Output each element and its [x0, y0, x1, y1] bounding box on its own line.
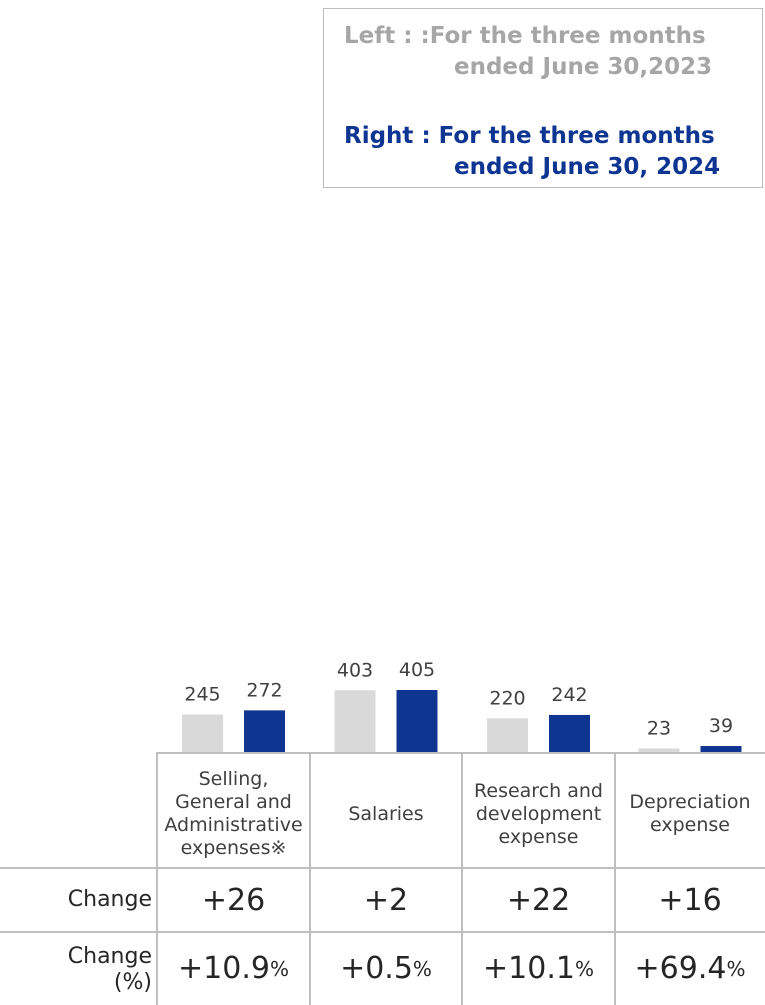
bar-depreciation-2023 — [638, 748, 680, 752]
change-pct-depreciation: +69.4% — [615, 932, 765, 1005]
data-label-rnd-2023: 220 — [489, 687, 525, 709]
row-label-change-pct: Change (%) — [67, 944, 152, 995]
legend-left-text-2: ended June 30,2023 — [454, 54, 713, 80]
bar-depreciation-2024 — [700, 746, 742, 752]
change-pct-depreciation-text: +69.4 — [634, 951, 727, 986]
bar-chart: 245 272 403 405 220 242 23 39 — [182, 659, 742, 752]
table-divider-v-1 — [309, 752, 311, 1005]
bar-salaries-2024 — [396, 690, 438, 752]
change-value-salaries: +2 — [310, 868, 462, 932]
chart-legend: Left : :For the three months ended June … — [323, 8, 763, 188]
change-value-rnd-text: +22 — [506, 882, 571, 918]
legend-left-text-1: For the three months — [429, 23, 706, 49]
change-pct-rnd-text: +10.1 — [483, 951, 575, 986]
change-value-depreciation: +16 — [615, 868, 765, 932]
change-pct-salaries-text: +0.5 — [340, 951, 413, 986]
category-label-rnd: Research and development expense — [474, 779, 603, 848]
row-label-change: Change — [67, 887, 152, 912]
table-divider-row-2 — [0, 931, 765, 933]
legend-right-text-1: For the three months — [438, 123, 715, 149]
legend-item-2024: Right : For the three months ended June … — [344, 121, 720, 183]
bar-rnd-2024 — [549, 714, 590, 752]
bar-sga-2023 — [182, 714, 223, 752]
legend-item-2023: Left : :For the three months ended June … — [344, 21, 712, 83]
change-pct-rnd-unit: % — [574, 956, 594, 981]
change-value-depreciation-text: +16 — [658, 882, 722, 918]
bar-rnd-2023 — [487, 718, 528, 752]
category-label-salaries: Salaries — [348, 802, 424, 825]
data-label-sga-2023: 245 — [184, 683, 220, 705]
change-pct-rnd: +10.1% — [462, 932, 615, 1005]
data-label-depreciation-2024: 39 — [709, 715, 733, 737]
table-divider-v-3 — [614, 752, 616, 1005]
change-pct-salaries: +0.5% — [310, 932, 462, 1005]
legend-left-label: Left — [344, 23, 396, 49]
legend-right-label: Right — [344, 123, 414, 149]
change-value-sga: +26 — [157, 868, 310, 932]
bar-sga-2024 — [244, 710, 285, 752]
change-pct-depreciation-unit: % — [726, 956, 746, 981]
category-label-sga: Selling, General and Administrative expe… — [164, 768, 303, 859]
category-label-depreciation: Depreciation expense — [629, 791, 751, 836]
data-label-sga-2024: 272 — [246, 679, 282, 701]
change-pct-sga-unit: % — [269, 956, 289, 981]
change-pct-sga-text: +10.9 — [178, 951, 270, 986]
data-label-salaries-2023: 403 — [337, 659, 373, 681]
legend-right-separator: : — [413, 123, 439, 149]
table-divider-v-0 — [156, 752, 158, 1005]
bar-salaries-2023 — [334, 690, 376, 752]
table-divider-row-1 — [0, 867, 765, 869]
change-pct-sga: +10.9% — [157, 932, 310, 1005]
change-value-sga-text: +26 — [201, 882, 266, 918]
change-value-salaries-text: +2 — [363, 882, 409, 918]
legend-left-separator: : : — [395, 23, 430, 49]
data-label-rnd-2024: 242 — [551, 684, 587, 706]
data-label-depreciation-2023: 23 — [647, 717, 671, 739]
table-divider-v-2 — [461, 752, 463, 1005]
change-pct-salaries-unit: % — [412, 956, 432, 981]
change-value-rnd: +22 — [462, 868, 615, 932]
legend-right-text-2: ended June 30, 2024 — [454, 154, 721, 180]
data-label-salaries-2024: 405 — [399, 659, 435, 681]
